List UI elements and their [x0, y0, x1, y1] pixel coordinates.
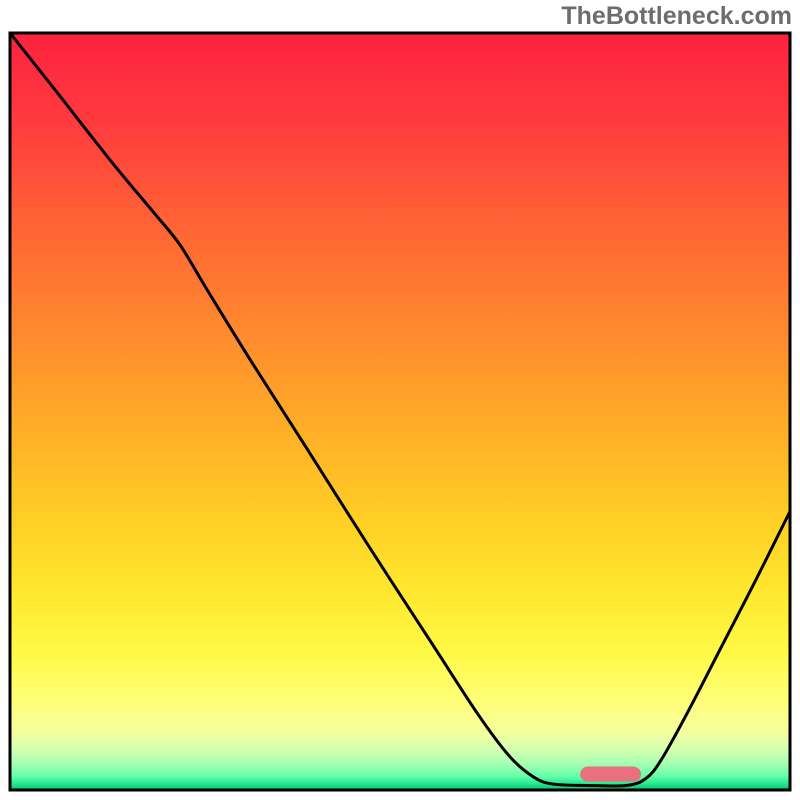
gradient-background — [10, 33, 790, 790]
bottleneck-chart — [0, 0, 800, 800]
optimal-marker — [580, 767, 641, 782]
watermark-label: TheBottleneck.com — [561, 2, 792, 31]
